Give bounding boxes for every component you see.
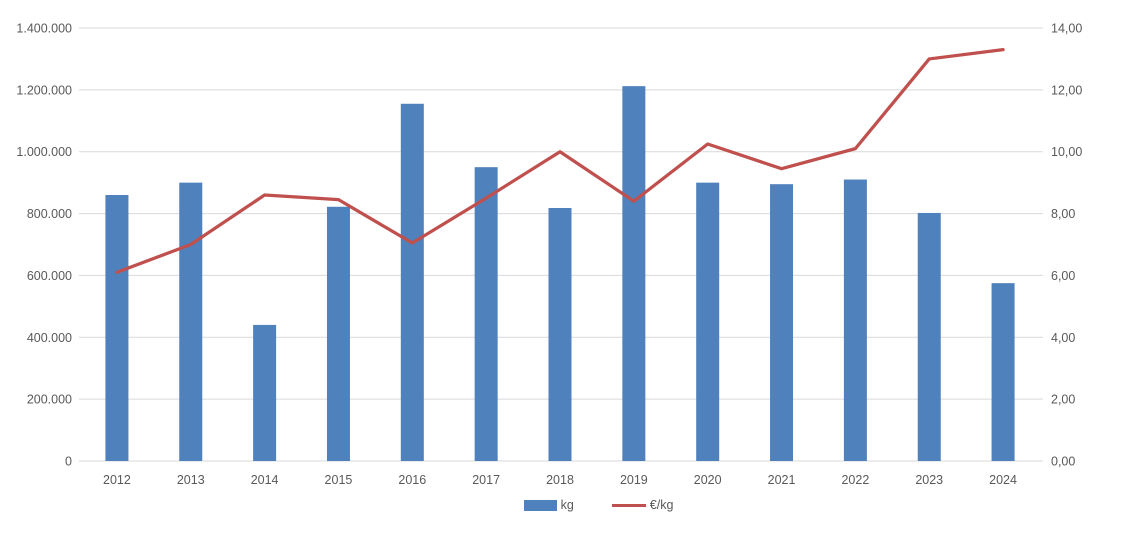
bar-2020[interactable] (696, 182, 720, 461)
x-axis-label-2019: 2019 (620, 473, 648, 487)
left-axis-tick-label: 1.400.000 (16, 22, 72, 36)
bar-2024[interactable] (991, 283, 1015, 461)
left-axis-tick-label: 1.200.000 (16, 83, 72, 97)
bar-2016[interactable] (400, 103, 424, 462)
left-axis-tick-label: 200.000 (27, 393, 72, 407)
bar-2017[interactable] (474, 167, 498, 461)
legend-bar-swatch (523, 499, 557, 511)
left-axis-tick-label: 600.000 (27, 269, 72, 283)
x-axis-label-2016: 2016 (398, 473, 426, 487)
x-axis-label-2024: 2024 (989, 473, 1017, 487)
legend-item-eur-per-kg[interactable]: €/kg (611, 498, 674, 512)
right-axis-tick-label: 10,00 (1051, 145, 1082, 159)
right-axis-tick-label: 8,00 (1051, 207, 1075, 221)
x-axis-label-2014: 2014 (251, 473, 279, 487)
bar-2018[interactable] (548, 208, 572, 461)
x-axis-label-2022: 2022 (841, 473, 869, 487)
right-axis-tick-label: 14,00 (1051, 22, 1082, 36)
x-axis-label-2013: 2013 (177, 473, 205, 487)
bar-2015[interactable] (326, 206, 350, 461)
bar-2021[interactable] (770, 184, 794, 462)
bar-2013[interactable] (179, 182, 203, 461)
x-axis-label-2018: 2018 (546, 473, 574, 487)
x-axis-label-2023: 2023 (915, 473, 943, 487)
right-axis-tick-label: 4,00 (1051, 331, 1075, 345)
bar-2019[interactable] (622, 86, 646, 461)
right-axis-tick-label: 12,00 (1051, 83, 1082, 97)
legend-line-swatch (611, 503, 646, 507)
left-axis-tick-label: 0 (65, 455, 72, 469)
bar-2014[interactable] (253, 324, 277, 461)
bar-2022[interactable] (843, 179, 867, 462)
right-axis-tick-label: 0,00 (1051, 455, 1075, 469)
left-axis-tick-label: 400.000 (27, 331, 72, 345)
x-axis-label-2017: 2017 (472, 473, 500, 487)
legend: kg €/kg (36, 498, 1125, 512)
x-axis-label-2020: 2020 (694, 473, 722, 487)
left-axis-tick-label: 800.000 (27, 207, 72, 221)
right-axis-tick-label: 6,00 (1051, 269, 1075, 283)
bar-2023[interactable] (917, 212, 941, 461)
left-axis-tick-label: 1.000.000 (16, 145, 72, 159)
legend-label-kg: kg (560, 498, 574, 512)
x-axis-label-2021: 2021 (768, 473, 796, 487)
x-axis-label-2012: 2012 (103, 473, 131, 487)
legend-item-kg[interactable]: kg (523, 498, 574, 512)
legend-label-eur-per-kg: €/kg (649, 498, 674, 512)
price-line[interactable] (115, 48, 1005, 274)
x-axis-label-2015: 2015 (325, 473, 353, 487)
right-axis-tick-label: 2,00 (1051, 393, 1075, 407)
bar-2012[interactable] (105, 195, 129, 461)
